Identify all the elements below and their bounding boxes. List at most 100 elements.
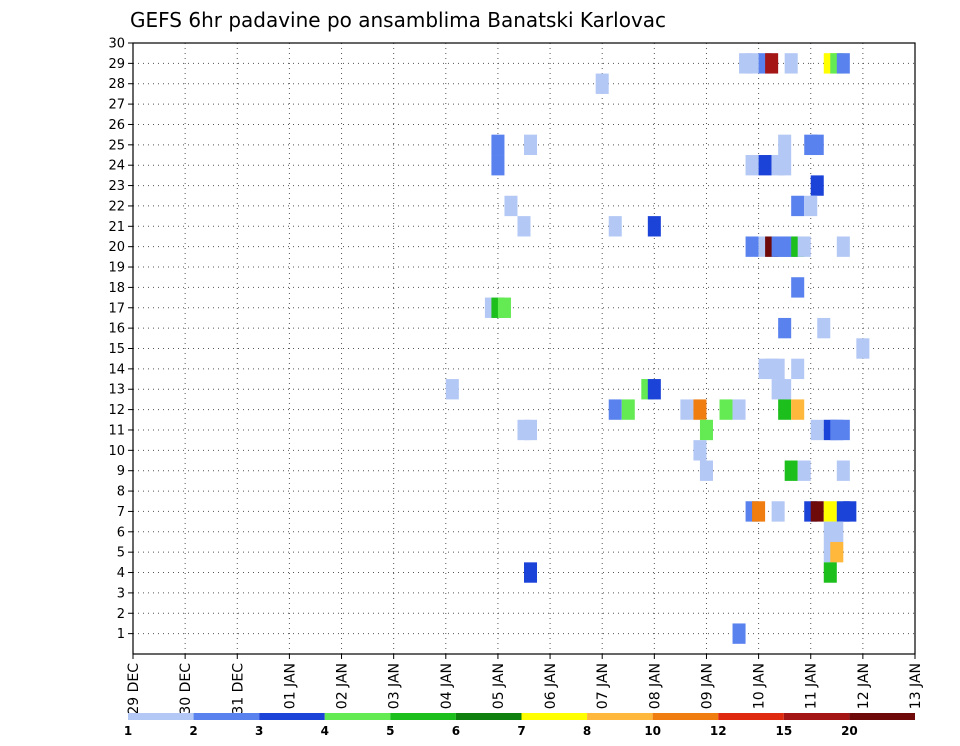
legend: 1 2 3 4 5 6 7 8 10 12 15 20: [124, 713, 915, 738]
heatmap-cell: [445, 379, 459, 400]
heatmap-cell: [621, 399, 635, 420]
x-axis: 29 DEC 30 DEC 31 DEC 01 JAN 02 JAN 03 JAN 04 J…: [126, 654, 924, 715]
heatmap-cell: [810, 419, 824, 441]
y-tick-label: 17: [108, 301, 125, 316]
y-tick-label: 3: [117, 586, 125, 601]
heatmap-cell: [804, 195, 818, 217]
y-tick-label: 7: [117, 505, 125, 520]
y-tick-label: 15: [108, 342, 125, 357]
cells-layer: [445, 53, 870, 644]
heatmap-cell: [830, 541, 844, 563]
y-tick-label: 23: [108, 179, 125, 194]
x-tick-label: 07 JAN: [595, 663, 611, 709]
heatmap-cell: [693, 399, 707, 420]
heatmap-cell: [836, 460, 850, 481]
heatmap-cell: [491, 155, 505, 176]
y-tick-label: 1: [117, 627, 125, 642]
y-tick-label: 10: [108, 444, 125, 459]
heatmap-cell: [823, 501, 837, 522]
y-tick-label: 6: [117, 525, 125, 540]
heatmap-cell: [699, 419, 713, 441]
legend-label: 3: [255, 724, 263, 738]
x-tick-label: 13 JAN: [908, 663, 924, 709]
heatmap-cell: [608, 399, 622, 420]
heatmap-cell: [784, 460, 798, 481]
heatmap-cell: [765, 53, 779, 74]
heatmap-cell: [758, 155, 772, 176]
y-tick-label: 30: [108, 37, 125, 52]
heatmap-cell: [791, 277, 805, 298]
y-tick-label: 16: [108, 322, 125, 337]
x-tick-label: 03 JAN: [387, 663, 403, 709]
legend-label: 20: [841, 724, 858, 738]
heatmap-cell: [778, 134, 792, 156]
y-tick-label: 25: [108, 138, 125, 153]
heatmap-cell: [719, 399, 733, 420]
x-tick-label: 10 JAN: [752, 663, 768, 709]
heatmap-cell: [504, 195, 518, 217]
legend-swatch: [193, 713, 260, 720]
x-tick-label: 01 JAN: [282, 663, 298, 709]
legend-label: 12: [710, 724, 727, 738]
legend-swatch: [390, 713, 456, 720]
y-tick-label: 27: [108, 98, 125, 113]
y-tick-label: 22: [108, 199, 125, 214]
heatmap-cell: [810, 134, 824, 156]
heatmap-cell: [778, 399, 792, 420]
legend-swatch: [652, 713, 719, 720]
y-tick-label: 9: [117, 464, 125, 479]
heatmap-cell: [517, 216, 531, 237]
x-tick-label: 06 JAN: [543, 663, 559, 709]
x-tick-label: 04 JAN: [439, 663, 455, 709]
y-tick-label: 18: [108, 281, 125, 296]
heatmap-cell: [810, 501, 824, 522]
heatmap-cell: [524, 562, 538, 583]
legend-label: 6: [452, 724, 460, 738]
heatmap-cell: [491, 134, 505, 156]
heatmap-cell: [608, 216, 622, 237]
y-tick-label: 14: [108, 362, 125, 377]
heatmap-cell: [745, 155, 759, 176]
heatmap-cell: [745, 53, 759, 74]
y-axis: 1234567891011121314151617181920212223242…: [108, 37, 133, 642]
legend-swatch: [783, 713, 850, 720]
legend-swatch: [587, 713, 653, 720]
heatmap-cell: [810, 175, 824, 196]
y-tick-label: 2: [117, 607, 125, 622]
heatmap-cell: [791, 399, 805, 420]
x-tick-label: 05 JAN: [491, 663, 507, 709]
heatmap-cell: [771, 501, 785, 522]
heatmap-cell: [843, 501, 857, 522]
heatmap-cell: [856, 338, 870, 359]
heatmap-cell: [836, 419, 850, 441]
heatmap-cell: [830, 521, 844, 542]
heatmap-cell: [752, 501, 766, 522]
legend-swatch: [455, 713, 522, 720]
heatmap-cell: [497, 297, 511, 318]
legend-swatch: [718, 713, 784, 720]
y-tick-label: 8: [117, 485, 125, 500]
heatmap-cell: [797, 460, 811, 481]
heatmap-cell: [745, 236, 759, 257]
legend-label: 10: [644, 724, 661, 738]
heatmap-cell: [791, 358, 805, 380]
y-tick-label: 12: [108, 403, 125, 418]
legend-label: 5: [386, 724, 394, 738]
heatmap-cell: [699, 460, 713, 481]
x-tick-label: 30 DEC: [178, 663, 194, 715]
heatmap-cell: [836, 53, 850, 74]
chart-title: GEFS 6hr padavine po ansamblima Banatski…: [130, 8, 666, 32]
legend-swatch: [259, 713, 325, 720]
heatmap-cell: [524, 134, 538, 156]
heatmap-cell: [680, 399, 694, 420]
heatmap-cell: [732, 399, 746, 420]
y-tick-label: 13: [108, 383, 125, 398]
y-tick-label: 19: [108, 261, 125, 276]
y-tick-label: 26: [108, 118, 125, 133]
heatmap-cell: [771, 358, 785, 380]
legend-label: 8: [583, 724, 591, 738]
y-tick-label: 24: [108, 159, 125, 174]
legend-swatch: [849, 713, 915, 720]
heatmap-cell: [524, 419, 538, 441]
